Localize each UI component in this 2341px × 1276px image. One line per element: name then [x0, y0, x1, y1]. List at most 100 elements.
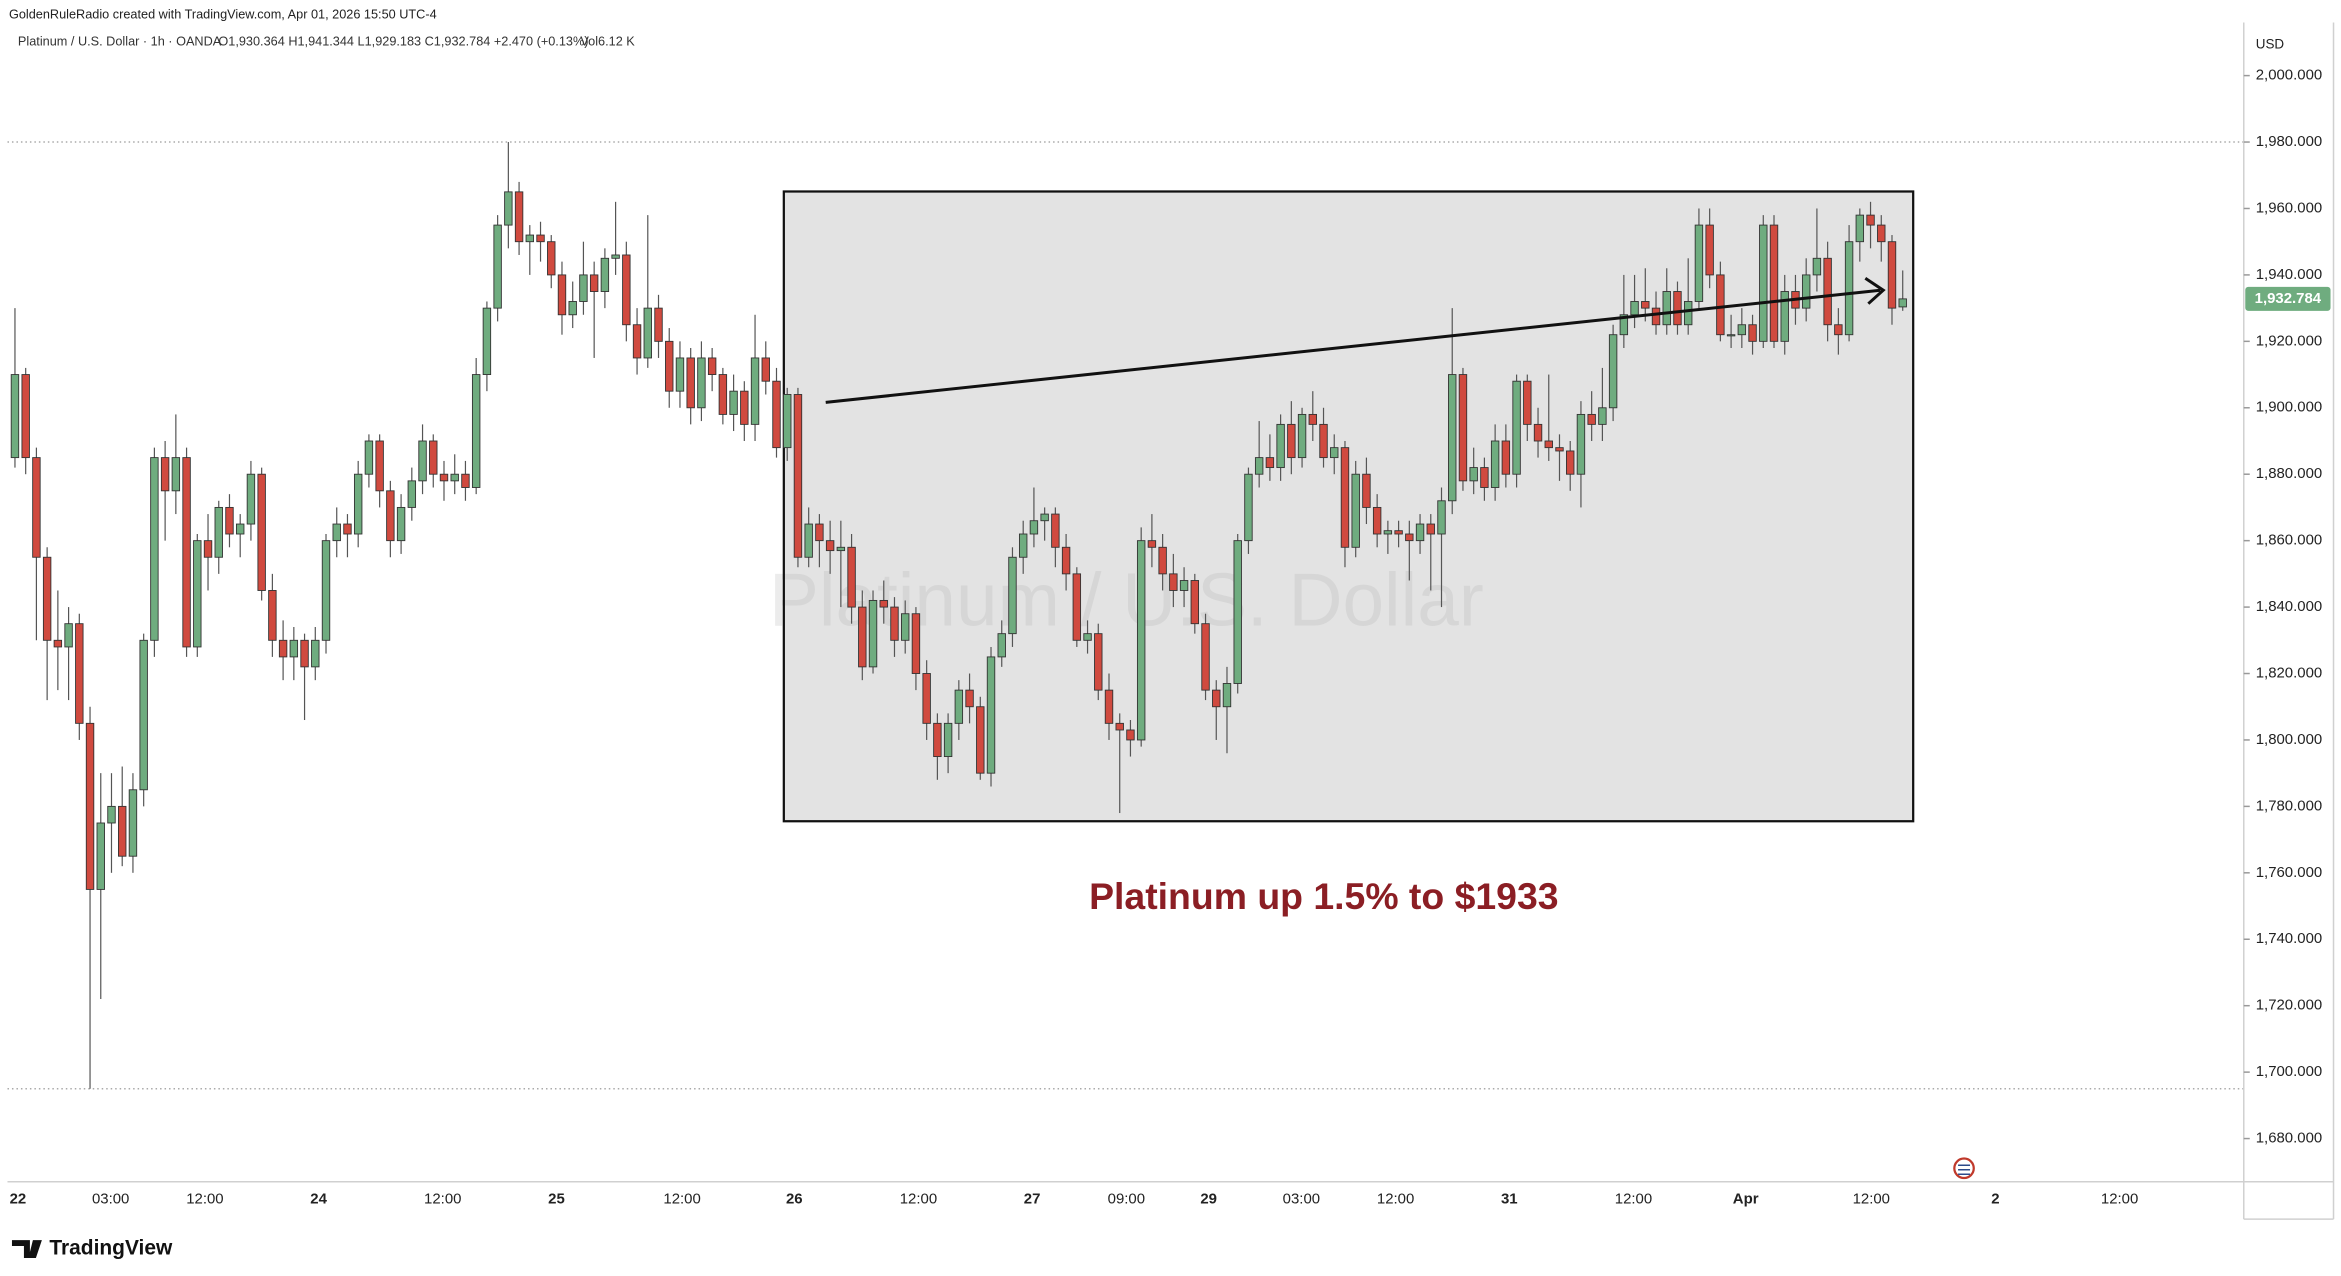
candle-body — [118, 805, 127, 857]
candle-body — [85, 722, 95, 890]
candle-body — [632, 324, 642, 359]
candle-body — [171, 457, 181, 492]
candle-body — [1276, 423, 1285, 469]
candle-body — [589, 274, 599, 292]
candle-body — [1287, 423, 1296, 459]
candle-body — [600, 257, 610, 292]
candle-body — [150, 457, 159, 641]
candle-body — [922, 673, 931, 724]
annotation-text: Platinum up 1.5% to $1933 — [1089, 875, 1558, 917]
candle-body — [1212, 689, 1221, 708]
candle-body — [1469, 467, 1478, 482]
candle-body — [160, 457, 170, 492]
candle-body — [954, 689, 964, 724]
candle-body — [1544, 440, 1553, 449]
candle-body — [514, 191, 524, 243]
candle-body — [225, 506, 234, 535]
candle-body — [1394, 530, 1403, 535]
candle-body — [1769, 224, 1779, 342]
candle-body — [332, 523, 341, 542]
candle-body — [418, 440, 427, 482]
candle-body — [1405, 533, 1414, 542]
price-tag-label: 1,932.784 — [2255, 290, 2322, 307]
x-tick-label: 22 — [10, 1191, 27, 1208]
candle-body — [890, 606, 899, 641]
candle-body — [1008, 556, 1017, 635]
candle-body — [1094, 633, 1103, 691]
currency: USD — [2256, 36, 2285, 51]
candle-body — [1533, 423, 1543, 442]
candle-body — [375, 440, 384, 492]
candle-body — [128, 789, 138, 857]
candle-body — [1834, 324, 1843, 336]
candle-body — [1780, 291, 1789, 342]
candle-body — [53, 639, 63, 648]
symbol: Platinum / U.S. Dollar · 1h · OANDA — [18, 33, 222, 48]
x-tick-label: 12:00 — [2101, 1191, 2138, 1208]
candle-body — [182, 457, 191, 648]
logo-mark — [11, 1240, 42, 1259]
candle-body — [1608, 334, 1618, 409]
candle-body — [364, 440, 374, 475]
candle-body — [568, 301, 577, 316]
x-tick-label: 12:00 — [663, 1191, 700, 1208]
y-tick-label: 2,000.000 — [2256, 67, 2322, 84]
candle-body — [643, 307, 652, 359]
candle-body — [1490, 440, 1500, 488]
candle-body — [1319, 423, 1328, 459]
y-tick-label: 1,860.000 — [2256, 532, 2322, 549]
candle-body — [740, 390, 749, 425]
candle-body — [1233, 540, 1242, 684]
candle-body — [1812, 257, 1822, 276]
candle-body — [1458, 374, 1468, 482]
y-tick-label: 1,920.000 — [2256, 332, 2322, 349]
candle-body — [1877, 224, 1886, 243]
candle-body — [1426, 523, 1435, 535]
candle-body — [1576, 413, 1586, 475]
candle-body — [439, 473, 449, 482]
candle-body — [1587, 413, 1596, 425]
x-tick-label: 12:00 — [424, 1191, 461, 1208]
ohlc: O1,930.364 H1,941.344 L1,929.183 C1,932.… — [218, 33, 588, 48]
candle-body — [815, 523, 824, 542]
candle-body — [1662, 291, 1671, 326]
candle-body — [686, 357, 695, 409]
candle-body — [622, 254, 631, 326]
candle-body — [1308, 413, 1317, 425]
x-tick-label: 2 — [1991, 1191, 1999, 1208]
candle-body — [214, 506, 223, 558]
candle-body — [868, 599, 878, 668]
event-flag[interactable] — [1953, 1157, 1975, 1180]
candle-body — [21, 374, 30, 459]
candle-body — [1040, 513, 1049, 522]
candle-body — [1737, 324, 1747, 336]
y-tick-label: 1,780.000 — [2256, 797, 2322, 814]
candle-body — [107, 805, 116, 824]
candle-body — [665, 340, 674, 392]
candle-body — [1126, 729, 1135, 741]
candle-body — [729, 390, 738, 415]
candle-body — [1694, 224, 1704, 302]
candle-body — [257, 473, 266, 591]
y-tick-label: 1,960.000 — [2256, 199, 2322, 216]
candle-body — [1501, 440, 1511, 475]
candle-body — [482, 307, 492, 376]
candle-body — [311, 639, 320, 668]
candle-body — [836, 546, 846, 552]
candle-body — [750, 357, 760, 425]
candle-body — [804, 523, 813, 558]
candle-body — [911, 613, 921, 674]
candle-body — [1061, 546, 1071, 575]
candle-body — [772, 380, 781, 449]
candle-body — [1448, 374, 1457, 502]
candle-body — [193, 540, 202, 648]
candle-body — [858, 606, 867, 668]
candle-body — [1651, 307, 1661, 326]
candle-body — [396, 506, 406, 542]
candle-body — [986, 656, 996, 774]
candle-body — [1115, 722, 1124, 731]
candle-body — [1104, 689, 1114, 724]
x-tick-label: 12:00 — [1615, 1191, 1652, 1208]
